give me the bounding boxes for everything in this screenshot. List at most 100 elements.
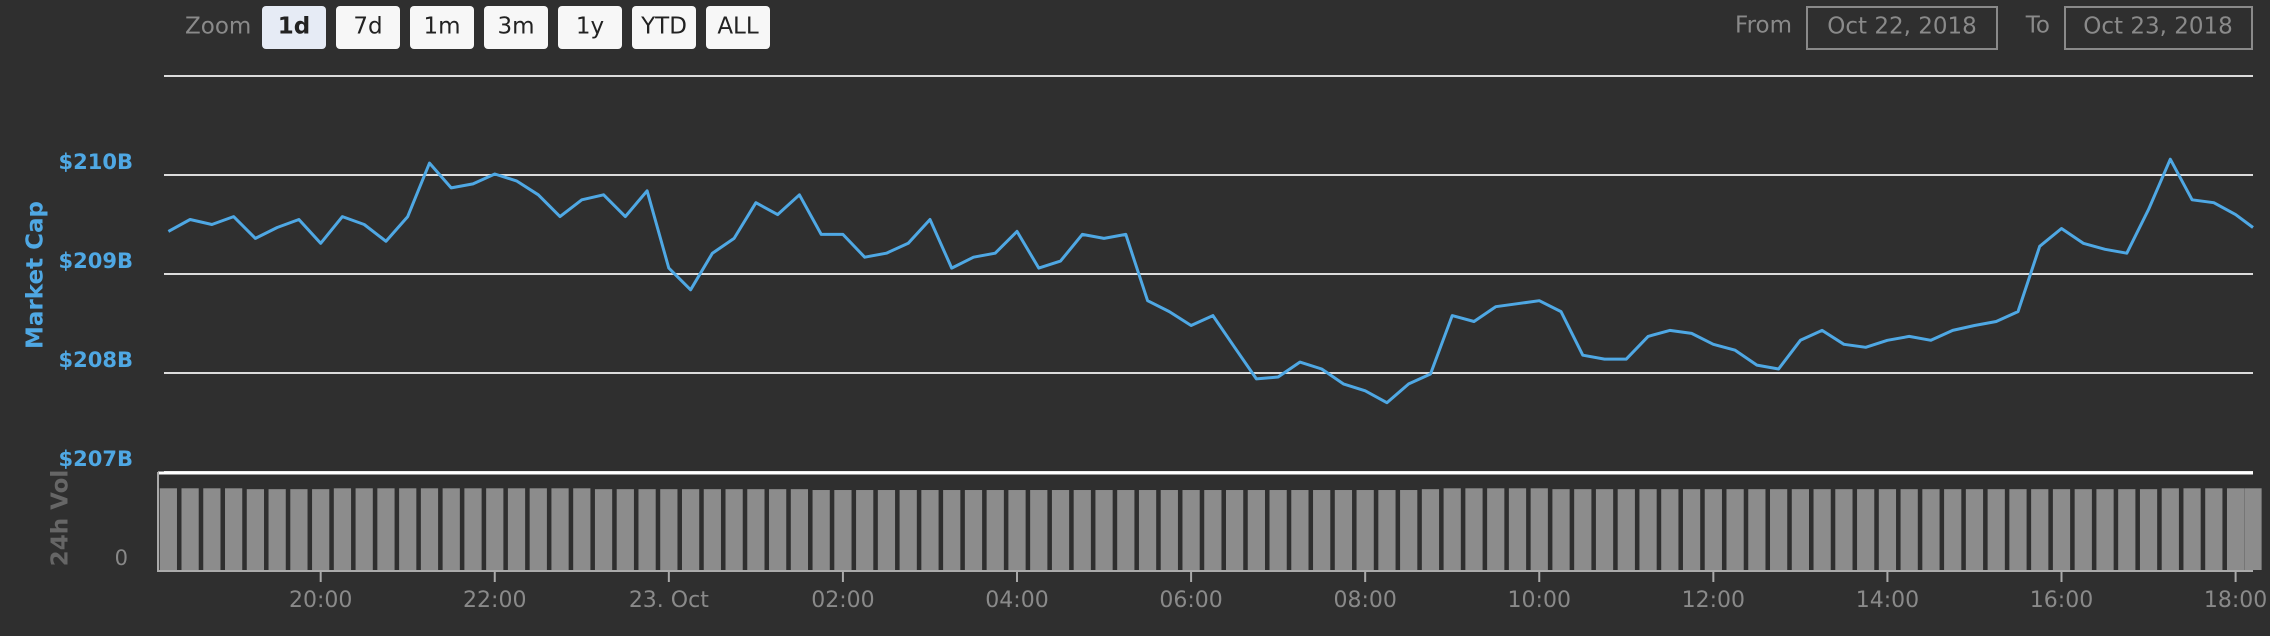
volume-bar [681, 489, 700, 570]
volume-bar [877, 490, 896, 570]
volume-bar [1965, 489, 1984, 570]
volume-bar [529, 488, 547, 570]
volume-bar [1443, 488, 1461, 570]
volume-bar [290, 489, 308, 570]
x-tick-label: 04:00 [985, 588, 1048, 613]
volume-bar [725, 489, 743, 570]
y-tick-label: $208B [59, 348, 133, 372]
volume-bar [943, 490, 961, 570]
zoom-button-label: 1y [576, 14, 604, 40]
volume-bar [964, 490, 983, 570]
volume-bar [1595, 489, 1614, 570]
volume-bar [2052, 489, 2071, 570]
from-label: From [1735, 13, 1792, 39]
volume-bar [1269, 490, 1287, 570]
volume-bar [1922, 489, 1940, 570]
volume-bar [268, 489, 286, 570]
volume-bar [1073, 490, 1091, 570]
volume-bar [703, 489, 721, 570]
volume-bar [1835, 489, 1853, 570]
from-value: Oct 22, 2018 [1827, 14, 1977, 40]
zoom-button[interactable] [262, 6, 326, 49]
volume-bar [2074, 489, 2092, 570]
x-tick-label: 12:00 [1682, 588, 1745, 613]
zoom-button-label: 1m [423, 14, 460, 40]
volume-bar [1987, 489, 2005, 570]
volume-bar [986, 490, 1004, 570]
volume-bar [486, 488, 504, 570]
volume-bar [1182, 490, 1200, 570]
volume-bar [1138, 490, 1157, 570]
volume-bar [616, 489, 634, 570]
volume-bar [921, 490, 939, 570]
zoom-button[interactable] [632, 6, 696, 49]
volume-bar [203, 488, 221, 570]
volume-bar [769, 489, 787, 570]
x-tick-label: 02:00 [811, 588, 874, 613]
volume-bar [2031, 489, 2049, 570]
zoom-button-label: ALL [717, 14, 759, 40]
x-tick-label: 14:00 [1856, 588, 1919, 613]
volume-bar [2139, 489, 2158, 570]
volume-bar [899, 490, 917, 570]
volume-bar [355, 488, 373, 570]
zoom-button[interactable] [558, 6, 622, 49]
volume-bar [1552, 489, 1570, 570]
volume-bar [1421, 489, 1440, 570]
volume-bar [638, 489, 656, 570]
zoom-button[interactable] [336, 6, 400, 49]
volume-bar [1117, 490, 1135, 570]
zoom-button-label: 1d [278, 14, 310, 40]
y-tick-label: $210B [59, 150, 133, 174]
volume-bar [1791, 489, 1809, 570]
volume-bar [1247, 490, 1265, 570]
volume-bar [1944, 489, 1962, 570]
volume-bar [1160, 490, 1178, 570]
volume-bar [2226, 488, 2245, 570]
volume-bar [246, 489, 265, 570]
volume-bar [1400, 490, 1418, 570]
volume-bar [2244, 488, 2262, 570]
volume-bar [464, 488, 482, 570]
volume-bar [1095, 490, 1113, 570]
volume-bar [1661, 489, 1679, 570]
volume-bar [507, 488, 526, 570]
x-tick-label: 16:00 [2030, 588, 2093, 613]
volume-bar [1857, 489, 1875, 570]
x-tick-label: 22:00 [463, 588, 526, 613]
zoom-button[interactable] [706, 6, 770, 49]
zoom-button[interactable] [410, 6, 474, 49]
volume-bar [747, 489, 765, 570]
volume-bar [1508, 488, 1527, 570]
volume-bar [2096, 489, 2114, 570]
volume-bar [1225, 490, 1244, 570]
volume-bar [1726, 489, 1744, 570]
zoom-button[interactable] [484, 6, 548, 49]
volume-tick-label: 0 [115, 546, 128, 570]
volume-bar [1878, 489, 1897, 570]
x-tick-label: 06:00 [1159, 588, 1222, 613]
volume-bar [2009, 489, 2027, 570]
y-tick-label: $207B [59, 447, 133, 471]
to-input[interactable] [2064, 6, 2253, 50]
volume-bar [1378, 490, 1396, 570]
zoom-button-label: YTD [640, 14, 687, 40]
volume-bar [159, 488, 177, 570]
volume-bar [181, 488, 199, 570]
volume-axis-title: 24h Vol [48, 470, 74, 567]
y-axis-title: Market Cap [23, 201, 49, 349]
to-label: To [2025, 13, 2050, 39]
zoom-button-label: 3m [497, 14, 534, 40]
volume-bar [377, 488, 395, 570]
volume-bar [2161, 488, 2179, 570]
volume-bar [1704, 489, 1722, 570]
volume-bar [1574, 489, 1592, 570]
volume-bar [1900, 489, 1918, 570]
volume-bar [1617, 489, 1635, 570]
from-input[interactable] [1806, 6, 1998, 50]
market-cap-line [167, 157, 2254, 405]
volume-bar [1313, 490, 1331, 570]
volume-bar [573, 488, 591, 570]
volume-bar [1682, 489, 1701, 570]
